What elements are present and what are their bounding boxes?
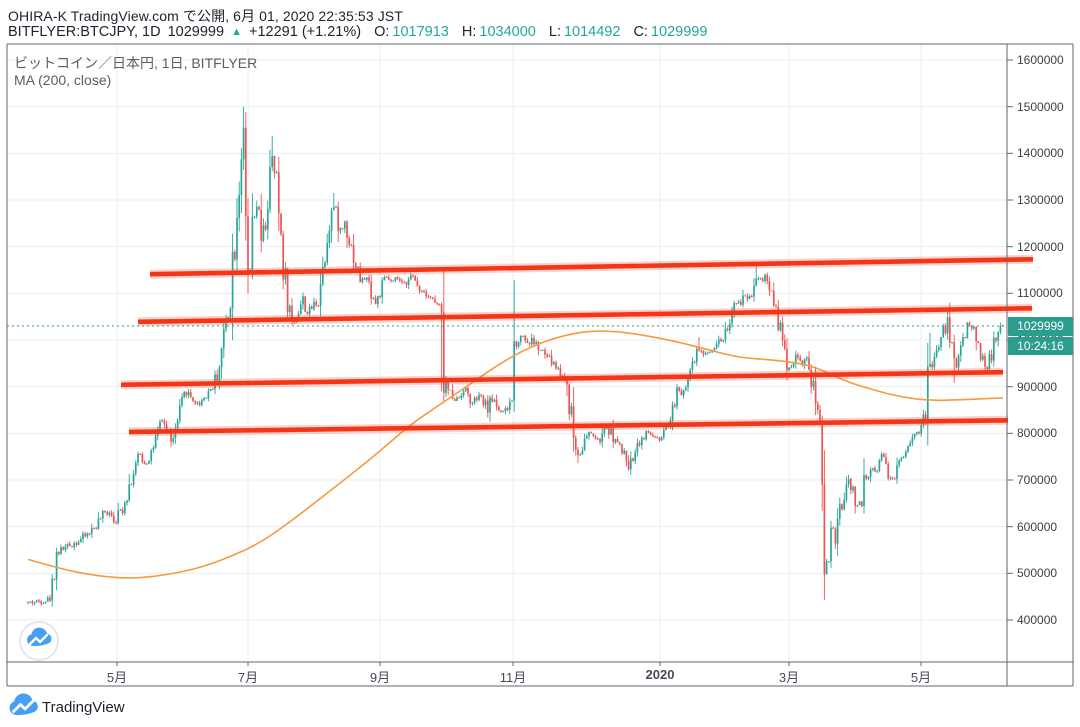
gridlines: [7, 44, 1007, 662]
current-price-badge: 1029999: [1008, 317, 1073, 336]
close-label: C:: [633, 24, 648, 40]
publish-info-line: OHIRA-K TradingView.com で公開, 6月 01, 2020…: [8, 8, 403, 24]
last-price: 1029999: [167, 24, 225, 40]
candle-series: [27, 106, 1004, 607]
high-label: H:: [461, 24, 477, 40]
high-value: 1034000: [479, 24, 536, 40]
price-tick-label: 1100000: [1017, 286, 1063, 301]
time-tick-label: 5月: [106, 670, 128, 685]
chart-legend-ma[interactable]: MA (200, close): [14, 72, 112, 88]
low-label: L:: [548, 24, 561, 40]
chart-legend-title[interactable]: ビットコイン／日本円, 1日, BITFLYER: [14, 55, 258, 71]
price-tick-label: 900000: [1017, 379, 1058, 394]
price-tick-label: 400000: [1017, 613, 1058, 627]
footer-brand-link[interactable]: TradingView: [42, 699, 125, 716]
price-tick-label: 1500000: [1017, 99, 1064, 114]
time-tick-label: 11月: [499, 670, 527, 685]
time-tick-label: 2020: [645, 667, 675, 682]
price-tick-label: 600000: [1017, 519, 1058, 534]
time-tick-label: 5月: [910, 670, 932, 685]
trendline-3: [120, 369, 1004, 388]
price-change: +12291 (+1.21%): [249, 24, 362, 40]
price-tick-label: 800000: [1017, 426, 1058, 441]
open-value: 1017913: [392, 24, 449, 40]
tradingview-cloud-icon[interactable]: [19, 621, 59, 661]
low-value: 1014492: [563, 24, 621, 40]
ma-200-line: [27, 330, 1004, 579]
price-tick-label: 1300000: [1017, 193, 1064, 207]
price-tick-label: 500000: [1017, 566, 1058, 581]
trendline-drawings: [120, 254, 1034, 437]
time-tick-label: 7月: [237, 670, 259, 685]
price-tick-label: 1200000: [1017, 239, 1064, 254]
time-tick-label: 9月: [369, 670, 391, 685]
price-tick-label: 700000: [1017, 473, 1058, 487]
time-tick-label: 3月: [778, 670, 800, 685]
triangle-up-icon: ▲: [231, 26, 242, 38]
tradingview-logo-icon[interactable]: [9, 693, 38, 716]
open-label: O:: [374, 24, 390, 40]
bar-countdown-badge: 10:24:16: [1008, 337, 1073, 355]
close-value: 1029999: [650, 24, 708, 40]
symbol-name[interactable]: BITFLYER:BTCJPY, 1D: [8, 24, 161, 40]
trendline-4: [128, 417, 1009, 435]
pane-borders: [6, 43, 1074, 687]
trendline-1: [149, 256, 1034, 277]
trendline-2: [137, 305, 1033, 325]
price-tick-label: 1400000: [1017, 146, 1064, 161]
price-tick-label: 1600000: [1017, 53, 1064, 67]
symbol-status-line: BITFLYER:BTCJPY, 1D 1029999 ▲ +12291 (+1…: [8, 24, 710, 40]
